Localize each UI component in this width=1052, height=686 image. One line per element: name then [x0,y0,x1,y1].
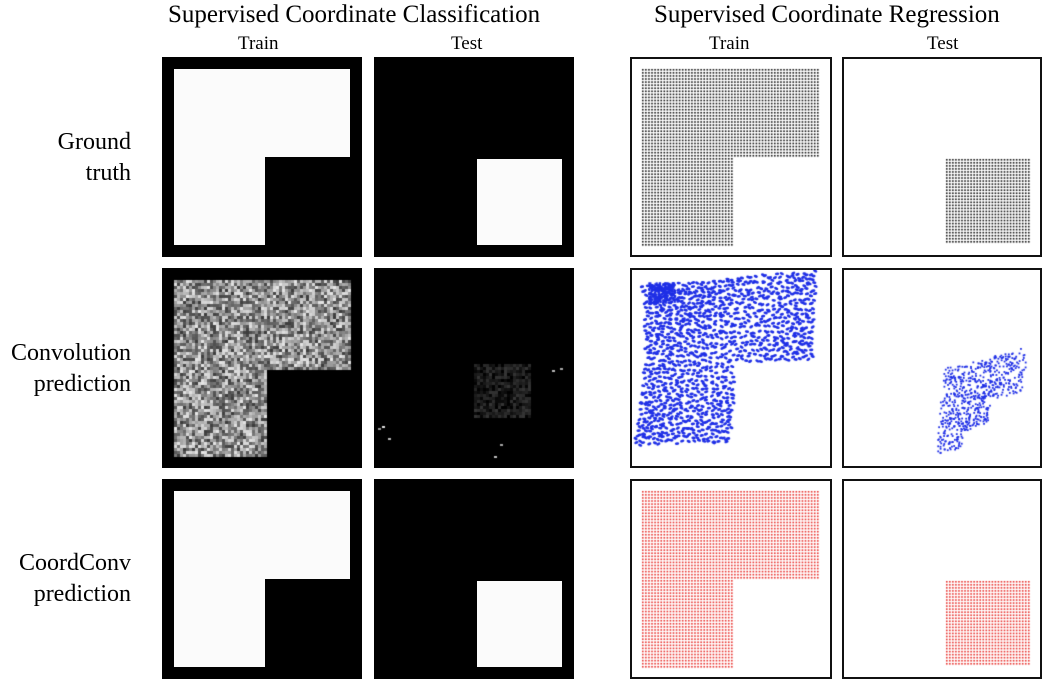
col-label-cls-train: Train [238,33,279,54]
gt-train-mask-left [174,157,265,245]
coordconv-train-mask-top [174,491,350,579]
conv-test-scatter [842,268,1042,468]
conv-test-points [844,270,1040,466]
col-label-reg-test: Test [927,33,959,54]
coordconv-test-mask-square [477,581,562,667]
conv-train-points [632,270,830,466]
gt-test-scatter [842,57,1042,257]
coordconv-test-mask [374,479,574,679]
gt-test-mask-square [477,159,562,245]
gt-train-scatter [630,57,832,257]
coordconv-test-scatter [842,479,1042,679]
coordconv-train-mask-left [174,579,265,667]
row-label-ground-truth: Ground truth [57,129,131,186]
col-label-reg-train: Train [709,33,750,54]
row-label-coordconv: CoordConv prediction [18,550,131,607]
gt-test-points [844,59,1040,255]
coordconv-train-mask [162,479,362,679]
coordconv-test-points [844,481,1040,677]
conv-test-mask [374,268,574,468]
coordconv-train-scatter [630,479,832,679]
conv-test-noise [374,268,574,468]
row-label-convolution: Convolution prediction [10,340,131,397]
classification-title: Supervised Coordinate Classification [168,1,541,28]
gt-train-mask-top [174,69,350,157]
gt-train-points [632,59,830,255]
gt-train-mask [162,57,362,257]
gt-test-mask [374,57,574,257]
regression-title: Supervised Coordinate Regression [654,1,1000,28]
col-label-cls-test: Test [451,33,483,54]
conv-train-scatter [630,268,832,468]
coordconv-train-points [632,481,830,677]
conv-train-noise [162,268,362,468]
conv-train-mask [162,268,362,468]
